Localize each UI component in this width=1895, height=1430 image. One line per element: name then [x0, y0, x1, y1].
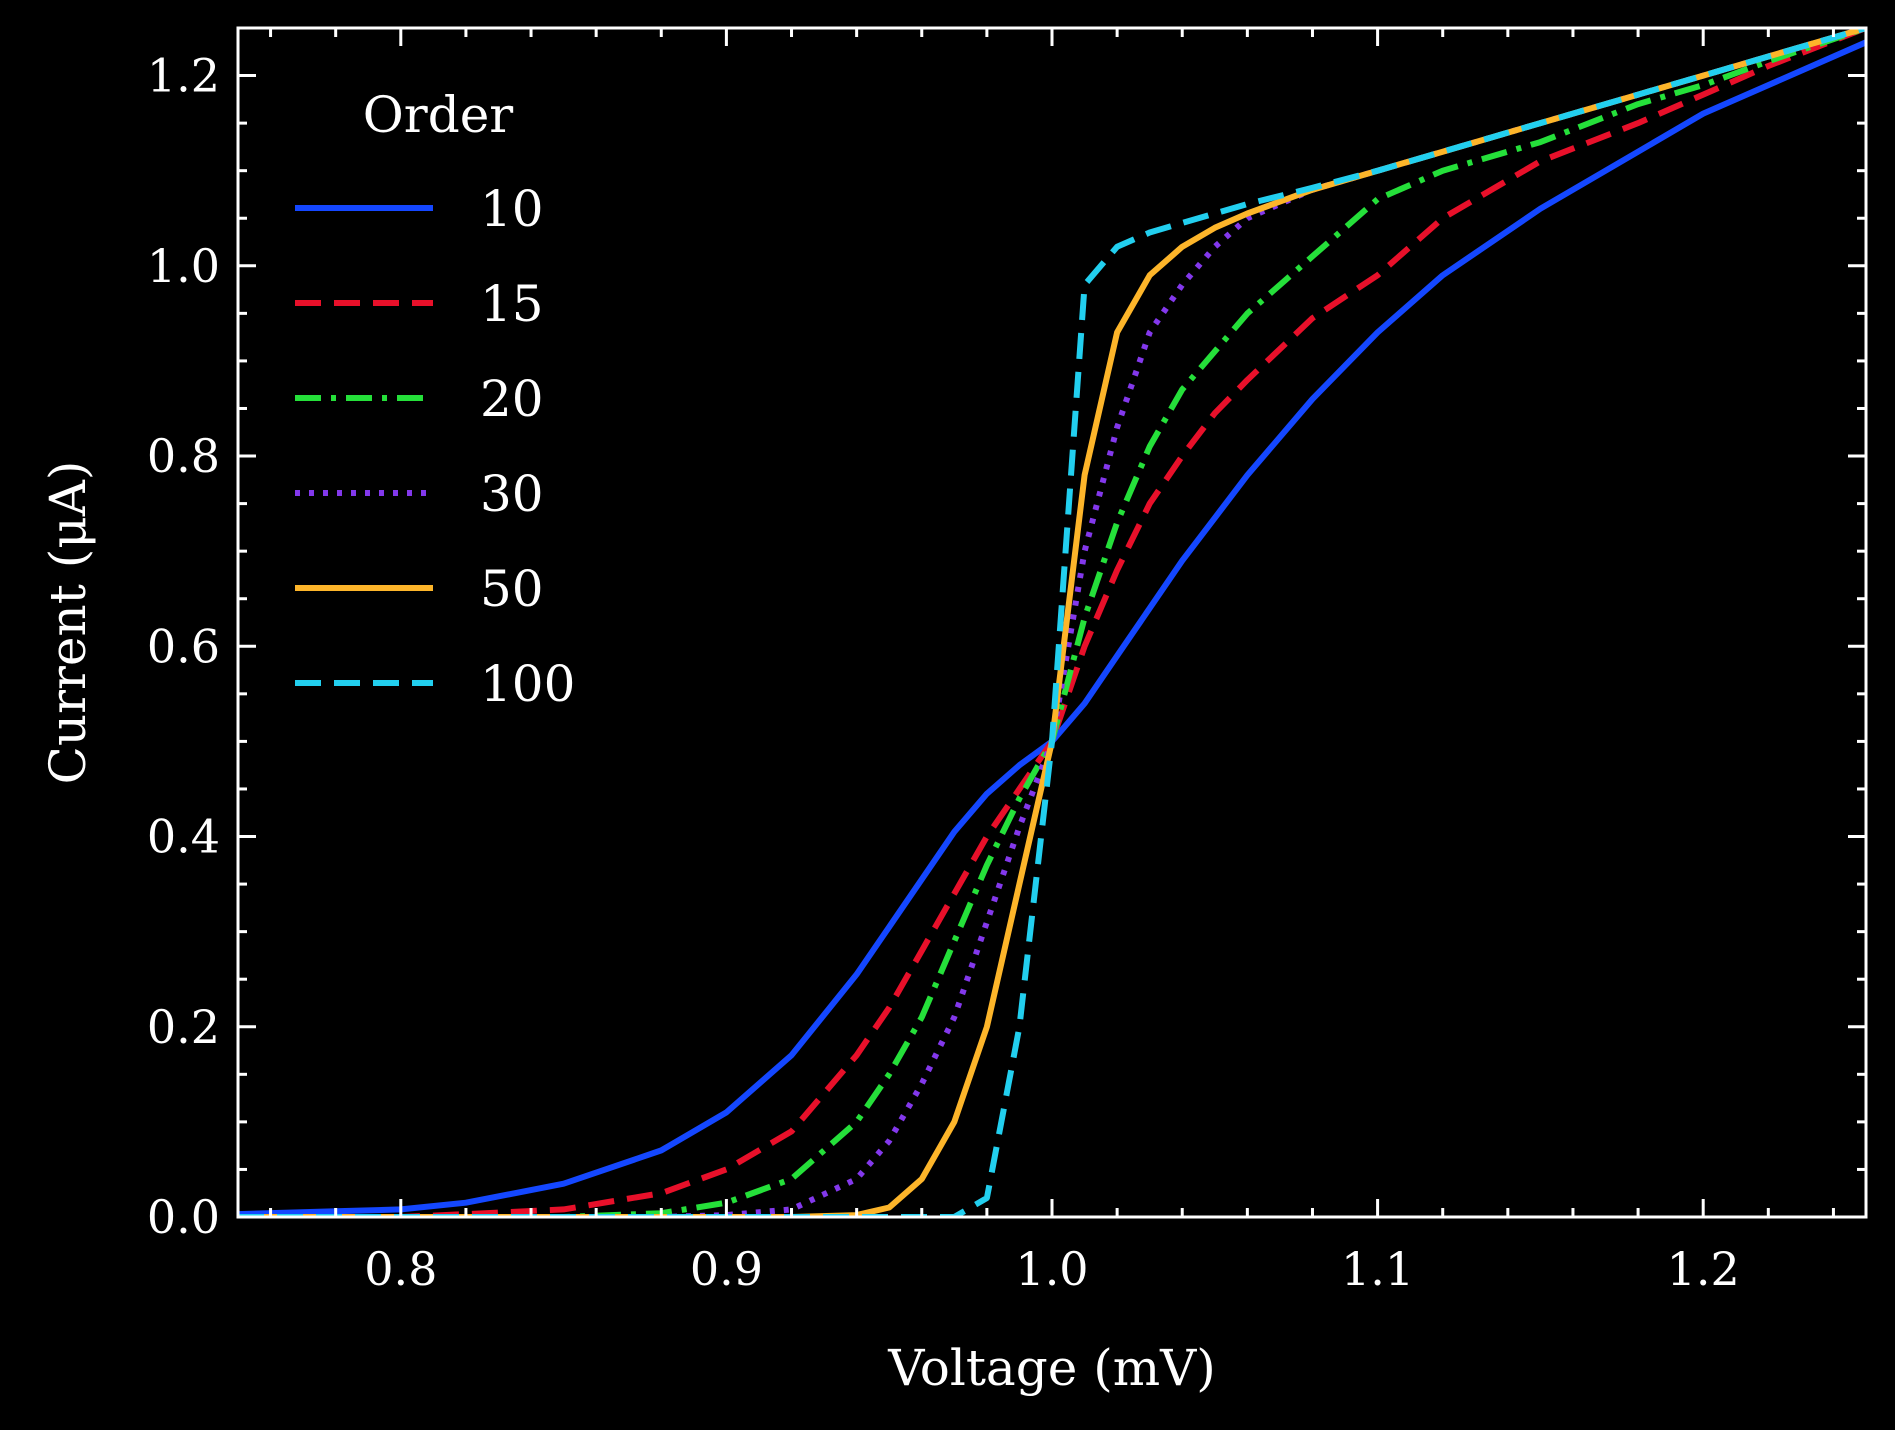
y-tick-label: 0.6: [147, 619, 220, 673]
y-tick-label: 0.8: [147, 429, 220, 483]
plot-frame: [236, 26, 1868, 1219]
y-tick-label: 0.2: [147, 1000, 220, 1054]
x-tick-label: 1.2: [1667, 1242, 1740, 1296]
x-tick-label: 1.0: [1015, 1242, 1088, 1296]
y-axis-label: Current (μA): [39, 461, 97, 785]
series-layer: [238, 28, 1866, 1217]
y-tick-label: 0.0: [147, 1190, 220, 1244]
y-tick-label: 0.4: [147, 810, 220, 864]
legend: Order 10 15 20 30 50 100: [295, 86, 575, 713]
legend-label-100: 100: [480, 655, 575, 713]
x-tick-label: 0.8: [364, 1242, 437, 1296]
y-tick-label: 1.0: [147, 239, 220, 293]
y-tick-label: 1.2: [147, 49, 220, 103]
x-tick-label: 1.1: [1341, 1242, 1414, 1296]
legend-label-30: 30: [480, 465, 544, 523]
legend-label-50: 50: [480, 560, 544, 618]
x-tick-label: 0.9: [690, 1242, 763, 1296]
x-axis-label: Voltage (mV): [887, 1339, 1216, 1397]
legend-label-20: 20: [480, 370, 544, 428]
series-line-100: [238, 28, 1866, 1217]
legend-label-15: 15: [480, 275, 544, 333]
legend-title: Order: [363, 86, 513, 144]
legend-label-10: 10: [480, 180, 544, 238]
